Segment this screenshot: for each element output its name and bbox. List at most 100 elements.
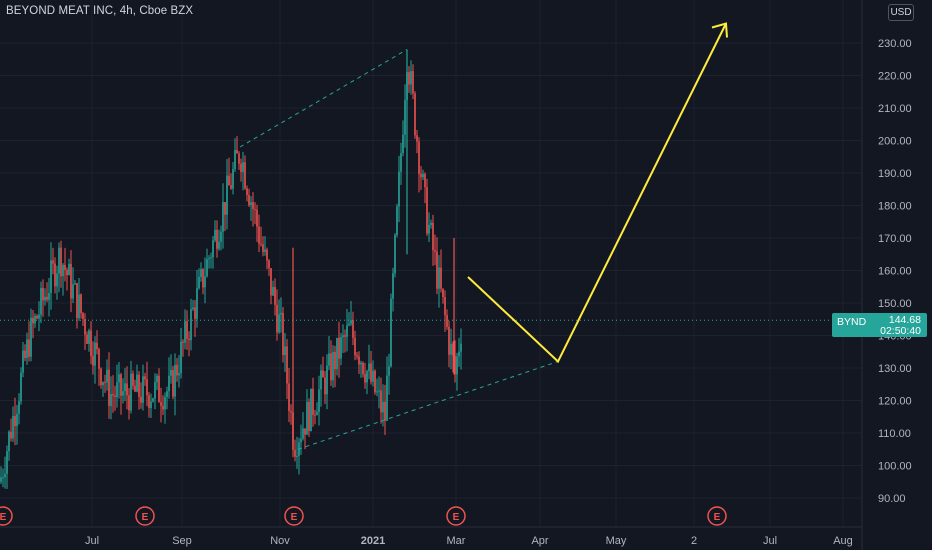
candle-body xyxy=(100,368,102,386)
candle-body xyxy=(134,385,136,392)
candle-body xyxy=(258,226,260,244)
candle-body xyxy=(154,382,156,399)
candle-body xyxy=(194,307,196,319)
candle-body xyxy=(348,323,350,326)
candle-body xyxy=(326,365,328,395)
symbol-label: BYND xyxy=(837,316,867,328)
candle-body xyxy=(290,410,292,413)
candle-body xyxy=(46,296,48,300)
earnings-icon[interactable] xyxy=(0,506,13,526)
candle-body xyxy=(20,372,22,402)
candle-body xyxy=(324,377,326,395)
candle-body xyxy=(22,350,24,373)
candle-body xyxy=(8,431,10,452)
candle-body xyxy=(236,149,238,154)
earnings-icon[interactable] xyxy=(446,506,466,526)
candle-body xyxy=(162,405,164,410)
candle-body xyxy=(376,391,378,393)
candle-body xyxy=(356,355,358,357)
candle-body xyxy=(274,287,276,305)
candle-body xyxy=(382,401,384,413)
candle-body xyxy=(368,363,370,372)
time-tick-label: Nov xyxy=(270,535,290,547)
candle-body xyxy=(116,382,118,398)
candle-body xyxy=(448,326,450,355)
candle-body xyxy=(108,369,110,407)
candle-body xyxy=(170,369,172,376)
candle-body xyxy=(218,241,220,249)
candle-body xyxy=(6,451,8,474)
candle-body xyxy=(230,185,232,189)
projection-arrow[interactable] xyxy=(467,22,728,364)
candle-body xyxy=(294,449,296,457)
candle-body xyxy=(40,287,42,315)
candle-body xyxy=(42,287,44,301)
candle-body xyxy=(198,276,200,289)
candle-body xyxy=(44,296,46,301)
price-axis[interactable]: 90.00100.00110.00120.00130.00140.00150.0… xyxy=(878,38,912,505)
trendline-upper[interactable] xyxy=(239,49,408,148)
candle-body xyxy=(186,321,188,339)
candle-body xyxy=(68,263,70,276)
trendlines[interactable] xyxy=(239,49,559,450)
candle-body xyxy=(302,428,304,439)
price-tick-label: 210.00 xyxy=(878,103,912,115)
currency-label[interactable]: USD xyxy=(888,4,914,21)
candle-body xyxy=(372,370,374,382)
candle-body xyxy=(208,258,210,260)
candle-body xyxy=(70,263,72,299)
candle-body xyxy=(306,401,308,435)
candle-body xyxy=(76,283,78,319)
candle-body xyxy=(32,317,34,324)
earnings-icon[interactable] xyxy=(284,506,304,526)
candle-body xyxy=(158,375,160,403)
chart-title[interactable]: BEYOND MEAT INC, 4h, Cboe BZX xyxy=(6,5,194,17)
time-tick-label: Aug xyxy=(833,535,853,547)
candle-body xyxy=(224,202,226,215)
projection-path[interactable] xyxy=(467,23,727,364)
candle-body xyxy=(242,162,244,172)
candle-body xyxy=(344,335,346,337)
candle-body xyxy=(456,356,458,375)
candle-body xyxy=(92,356,94,366)
candle-body xyxy=(120,374,122,396)
candle-body xyxy=(400,153,402,172)
earnings-icon[interactable] xyxy=(707,506,727,526)
candle-body xyxy=(318,389,320,412)
candle-body xyxy=(360,362,362,365)
candle-body xyxy=(48,292,50,300)
candle-body xyxy=(310,388,312,432)
candle-body xyxy=(128,395,130,411)
candle-body xyxy=(284,346,286,356)
price-tick-label: 90.00 xyxy=(878,493,906,505)
trendline-lower[interactable] xyxy=(297,361,559,450)
candle-body xyxy=(202,269,204,288)
candle-body xyxy=(132,373,134,386)
candle-body xyxy=(106,369,108,383)
candle-body xyxy=(262,244,264,252)
candle-body xyxy=(226,175,228,215)
earnings-marker-label: E xyxy=(453,512,460,523)
candle-body xyxy=(322,370,324,378)
earnings-marker-label: E xyxy=(142,512,149,523)
candle-body xyxy=(328,353,330,366)
candle-body xyxy=(86,334,88,344)
price-tick-label: 150.00 xyxy=(878,298,912,310)
candle-body xyxy=(212,240,214,258)
earnings-marker-label: E xyxy=(291,512,298,523)
time-axis[interactable]: Jul Sep Nov 2021 Mar Apr May 2 Jul Aug xyxy=(85,535,853,547)
candle-body xyxy=(340,337,342,359)
candle-body xyxy=(358,356,360,365)
candle-body xyxy=(332,351,334,381)
candle-body xyxy=(176,364,178,376)
candle-body xyxy=(220,231,222,242)
earnings-icon[interactable] xyxy=(135,506,155,526)
candle-body xyxy=(90,330,92,357)
price-tick-label: 230.00 xyxy=(878,38,912,50)
candle-body xyxy=(78,294,80,319)
candle-body xyxy=(282,312,284,356)
candle-body xyxy=(380,390,382,413)
candle-body xyxy=(252,202,254,210)
